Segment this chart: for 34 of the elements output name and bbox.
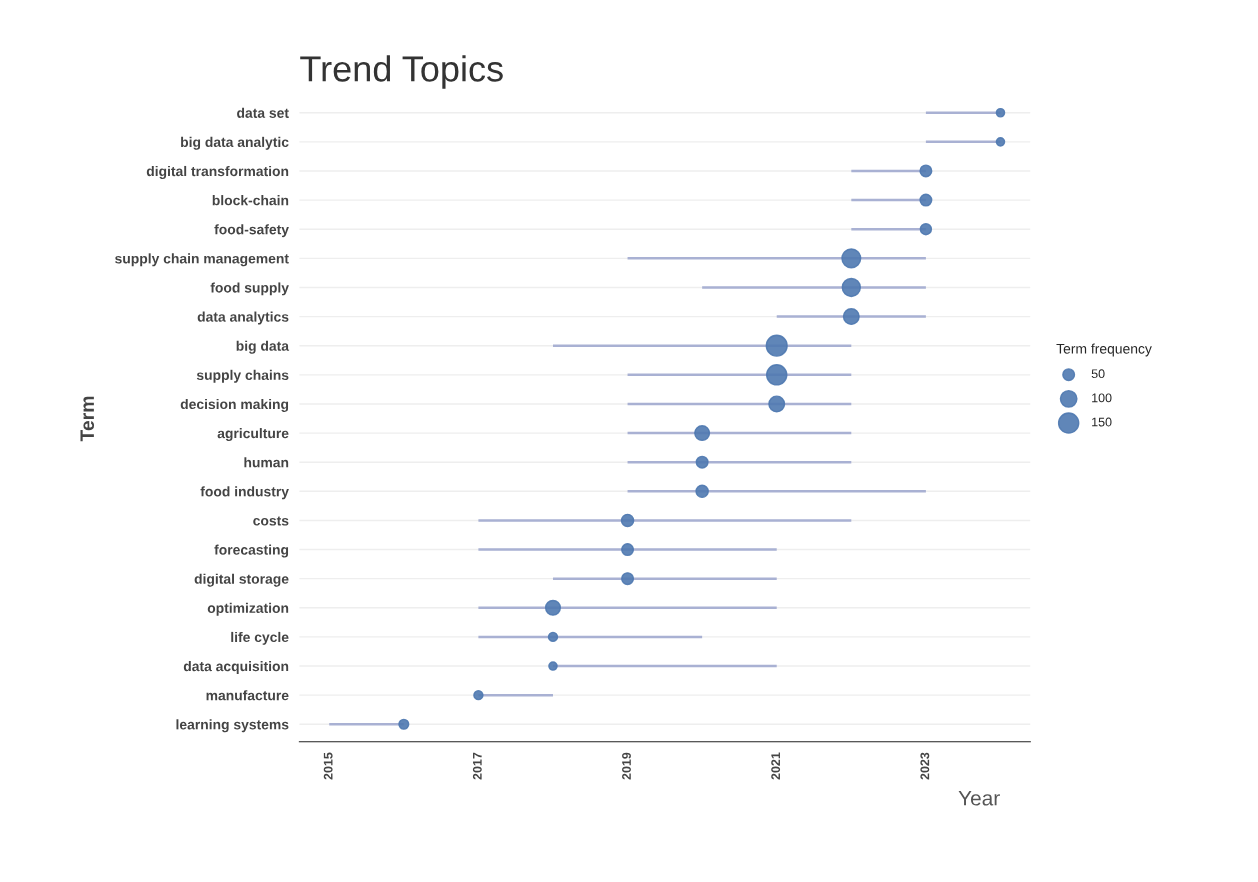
legend-title: Term frequency [1056,343,1152,357]
x-tick-label: 2017 [472,752,482,780]
y-tick-label: supply chain management [115,253,289,267]
y-tick-label: food-safety [214,224,289,238]
x-tick-label: 2015 [323,752,333,780]
x-tick-label: 2021 [771,752,781,780]
legend-label: 50 [1091,369,1105,379]
y-tick-label: costs [253,516,289,526]
y-tick-label: supply chains [196,369,289,383]
y-tick-label: big data analytic [181,136,289,150]
y-tick-label: life cycle [231,631,289,645]
y-tick-label: manufacture [206,690,289,701]
legend-label: 100 [1092,393,1112,403]
y-tick-label: learning systems [176,719,289,733]
y-tick-label: digital storage [194,573,289,587]
y-tick-label: data analytics [197,311,289,325]
y-tick-label: optimization [207,602,289,616]
y-tick-label: digital transformation [146,165,289,179]
x-axis-title: Year [958,791,1000,806]
y-tick-label: decision making [180,398,289,412]
y-tick-label: big data [236,340,290,354]
y-axis-title: Term [80,396,95,442]
y-tick-label: food industry [200,486,289,500]
y-tick-label: agriculture [217,428,289,442]
y-tick-label: block-chain [212,195,289,206]
y-tick-label: food supply [210,282,289,296]
x-tick-label: 2019 [622,752,631,780]
chart-title: Trend Topics [300,55,503,89]
legend-label: 150 [1092,417,1112,427]
y-tick-label: forecasting [214,544,289,558]
x-tick-label: 2023 [920,752,930,780]
y-tick-label: data set [237,107,289,118]
y-tick-label: data acquisition [183,661,289,674]
y-tick-label: human [244,457,289,468]
